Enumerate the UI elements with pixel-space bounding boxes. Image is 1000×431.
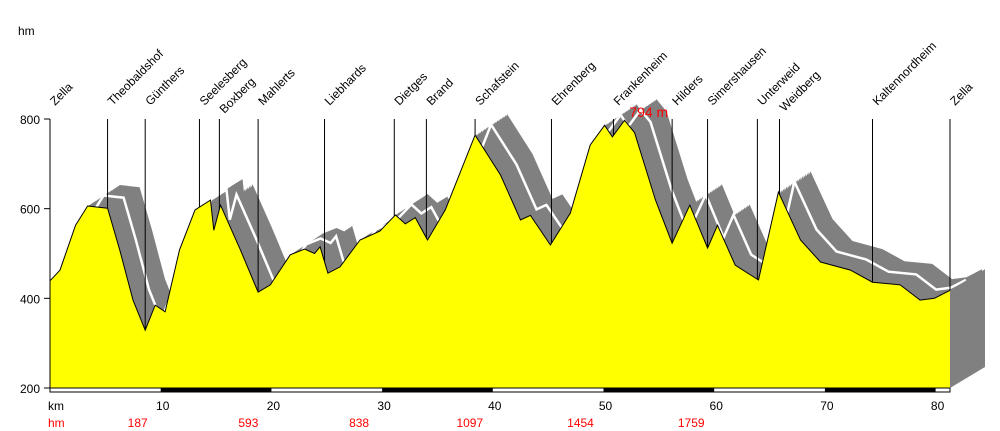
place-label: Frankenheim xyxy=(611,49,670,108)
km-scale-segment xyxy=(824,388,936,392)
x-tick-label: 80 xyxy=(931,399,945,413)
profile-line xyxy=(49,119,951,332)
x-tick-label: 10 xyxy=(156,399,170,413)
place-label: Ehrenberg xyxy=(549,59,599,109)
x-tick-label: 20 xyxy=(267,399,281,413)
place-label: Kaltennordheim xyxy=(870,39,939,108)
x-tick-label: 30 xyxy=(377,399,391,413)
km-scale-segment xyxy=(603,388,715,392)
cumulative-climb-label: 1454 xyxy=(567,416,594,430)
place-label: Dietges xyxy=(391,69,430,108)
max-elevation-label: 794 m xyxy=(629,104,668,120)
x-axis-unit-label: km xyxy=(48,399,64,413)
climb-unit-label: hm xyxy=(48,416,65,430)
place-label: Zella xyxy=(47,80,76,109)
x-tick-label: 70 xyxy=(820,399,834,413)
cumulative-climb-label: 838 xyxy=(349,416,369,430)
cumulative-climb-label: 593 xyxy=(238,416,258,430)
place-label: Liebhards xyxy=(322,61,369,108)
y-axis-unit-label: hm xyxy=(18,24,35,38)
y-axis: 200 400 600 800 xyxy=(20,113,51,396)
km-scale-segment xyxy=(160,388,272,392)
profile-area xyxy=(49,119,951,389)
shadow-side-face xyxy=(949,269,985,388)
profile-fill xyxy=(50,120,950,389)
x-axis: 10 20 30 40 50 60 70 80 187 593 838 1097 1454 1759 xyxy=(49,387,951,430)
place-label: Schafstein xyxy=(472,59,522,109)
y-tick-label: 400 xyxy=(20,292,40,306)
cumulative-climb-label: 1759 xyxy=(678,416,705,430)
y-tick-label: 600 xyxy=(20,203,40,217)
y-tick-label: 800 xyxy=(20,113,40,127)
x-tick-label: 60 xyxy=(710,399,724,413)
km-scale-bar xyxy=(49,387,951,393)
cumulative-climb-label: 187 xyxy=(128,416,148,430)
y-tick-label: 200 xyxy=(20,382,40,396)
place-label: Mahlerts xyxy=(255,66,297,108)
cumulative-climb-label: 1097 xyxy=(456,416,483,430)
x-tick-label: 50 xyxy=(599,399,613,413)
place-label: Hilders xyxy=(669,72,705,108)
place-label: Zella xyxy=(947,80,976,109)
km-scale-segment xyxy=(382,388,493,392)
x-tick-label: 40 xyxy=(488,399,502,413)
